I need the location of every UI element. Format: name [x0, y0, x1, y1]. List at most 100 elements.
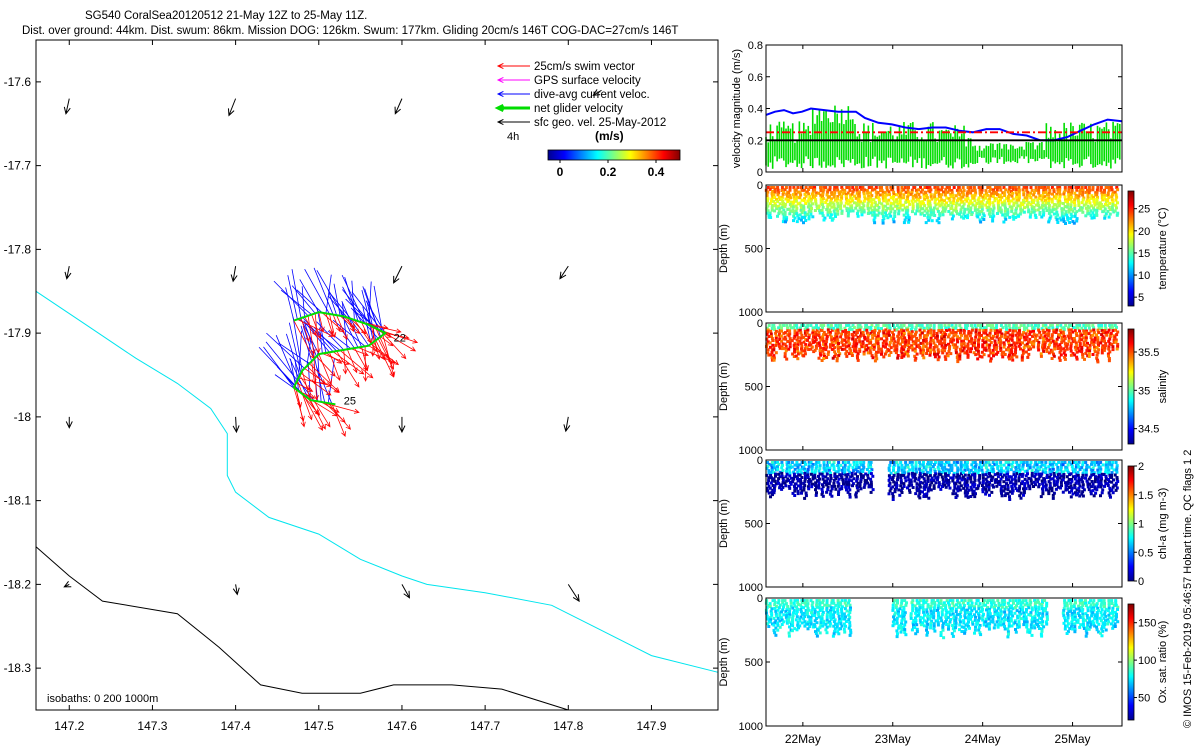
salinity-panel: 0 500 1000 Depth (m) 34.5 35 35.5 salinity	[718, 318, 1169, 457]
map-x-tick-label: 147.6	[387, 719, 417, 733]
swim-vector	[310, 399, 326, 430]
oxygen-profile-dots	[764, 599, 1120, 640]
swim-vector	[382, 331, 417, 352]
geo-velocity-arrow	[563, 416, 571, 433]
salinity-colorbar-label: salinity	[1157, 369, 1169, 403]
dive-avg-vector	[319, 327, 323, 354]
swim-vector	[346, 317, 355, 333]
dive-avg-vector	[362, 306, 372, 344]
chl-a-colorbar-tick: 2	[1138, 461, 1144, 473]
legend-label: net glider velocity	[534, 103, 623, 115]
dive-avg-vector	[292, 316, 303, 371]
dive-avg-vector	[327, 295, 348, 318]
map-y-tick-label: -18.1	[4, 494, 32, 508]
geo-velocity-arrow	[592, 89, 602, 96]
swim-vector	[354, 347, 368, 372]
side-note: © IMOS 15-Feb-2019 05:46:57 Hobart time.…	[1182, 450, 1194, 728]
speed-colorbar-ticks: 0 0.2 0.4	[557, 160, 665, 179]
swim-vector	[307, 315, 316, 355]
swim-vector	[318, 312, 325, 333]
temperature-ylabel: Depth (m)	[718, 224, 730, 273]
swim-vector	[339, 315, 361, 334]
date-tick-label: 25May	[1055, 732, 1091, 746]
salinity-y-tick-label: 0	[757, 318, 763, 330]
dive-avg-vector	[327, 288, 337, 316]
legend-label: sfc geo. vel. 25-May-2012	[534, 117, 666, 129]
dive-avg-vector	[351, 280, 355, 320]
swim-vector	[380, 336, 394, 347]
temperature-colorbar	[1127, 190, 1135, 307]
swim-vector	[350, 348, 369, 357]
swim-vector	[329, 313, 337, 338]
oxygen-y-tick-label: 500	[745, 657, 763, 669]
swim-vector	[368, 345, 391, 359]
temperature-colorbar-label: temperature (°C)	[1157, 207, 1169, 289]
map-axis-ticks: 147.2 147.3 147.4 147.5 147.6 147.7 147.8 147.9…	[4, 40, 718, 733]
swim-vector	[297, 380, 313, 421]
swim-vector	[313, 400, 331, 428]
chl-a-colorbar-tick: 0.5	[1138, 547, 1153, 559]
geo-velocity-arrow	[64, 266, 72, 280]
dive-avg-vector	[291, 269, 302, 319]
map-y-tick-label: -18.2	[4, 577, 32, 591]
dive-avg-vector	[341, 301, 362, 348]
salinity-y-tick-label: 1000	[739, 445, 763, 457]
velocity-y-tick-label: 0.8	[748, 40, 763, 52]
map-x-tick-label: 147.4	[221, 719, 251, 733]
salinity-colorbar-tick: 34.5	[1138, 424, 1159, 436]
speed-colorbar	[547, 149, 681, 161]
temperature-colorbar-tick: 10	[1138, 270, 1150, 282]
salinity-y-tick-label: 500	[745, 382, 763, 394]
swim-vector	[300, 318, 310, 343]
geo-velocity-arrow	[401, 584, 410, 599]
velocity-y-tick-label: 0	[757, 167, 763, 179]
map-x-tick-label: 147.7	[470, 719, 500, 733]
dive-avg-vector	[296, 289, 323, 314]
dive-avg-vector	[294, 359, 299, 392]
net-velocity-bars	[765, 105, 1121, 169]
chl-a-profile-dots	[765, 461, 1120, 501]
dive-avg-current-vectors	[258, 267, 386, 404]
isobath-label: isobaths: 0 200 1000m	[47, 693, 158, 705]
geo-arrows	[63, 89, 602, 603]
swim-vector	[332, 351, 365, 375]
dive-avg-vector	[303, 320, 330, 353]
swim-vector	[322, 353, 350, 365]
chl-a-y-tick-label: 0	[757, 455, 763, 467]
dive-avg-vector	[340, 311, 359, 348]
swim-vector	[336, 315, 348, 341]
geo-velocity-arrow	[230, 266, 238, 283]
map-x-tick-label: 147.5	[304, 719, 334, 733]
geo-velocity-arrow	[65, 416, 73, 429]
dive-avg-vector	[325, 274, 332, 314]
chl-a-ylabel: Depth (m)	[718, 499, 730, 548]
geo-velocity-arrow	[567, 584, 580, 603]
velocity-y-tick-label: 0.2	[748, 135, 763, 147]
salinity-colorbar-tick: 35	[1138, 385, 1150, 397]
temperature-y-tick-label: 0	[757, 180, 763, 192]
dive-avg-vector	[316, 321, 345, 351]
swim-vector	[300, 372, 332, 396]
swim-vector	[339, 350, 374, 379]
dive-avg-vector	[280, 289, 312, 315]
velocity-series-0	[765, 107, 1123, 142]
dive-avg-vector	[306, 340, 311, 367]
dive-avg-vector	[312, 350, 326, 403]
date-tick-label: 23May	[875, 732, 911, 746]
map-frame	[35, 39, 719, 711]
dive-avg-vector	[341, 274, 366, 324]
legend-arrow	[496, 76, 530, 84]
swim-vector	[332, 314, 341, 333]
colorbar-tick-label: 0.2	[600, 165, 617, 179]
colorbar-tick-label: 0.4	[648, 165, 665, 179]
date-tick-label: 24May	[965, 732, 1001, 746]
oxygen-colorbar	[1127, 603, 1135, 721]
dive-avg-vector	[304, 269, 330, 315]
map-y-tick-label: -17.8	[4, 242, 32, 256]
salinity-ylabel: Depth (m)	[718, 362, 730, 411]
swim-vector	[327, 402, 352, 430]
geo-velocity-arrow	[393, 265, 403, 284]
swim-vector	[295, 389, 306, 428]
swim-vector	[316, 356, 336, 377]
map-x-tick-label: 147.9	[636, 719, 666, 733]
